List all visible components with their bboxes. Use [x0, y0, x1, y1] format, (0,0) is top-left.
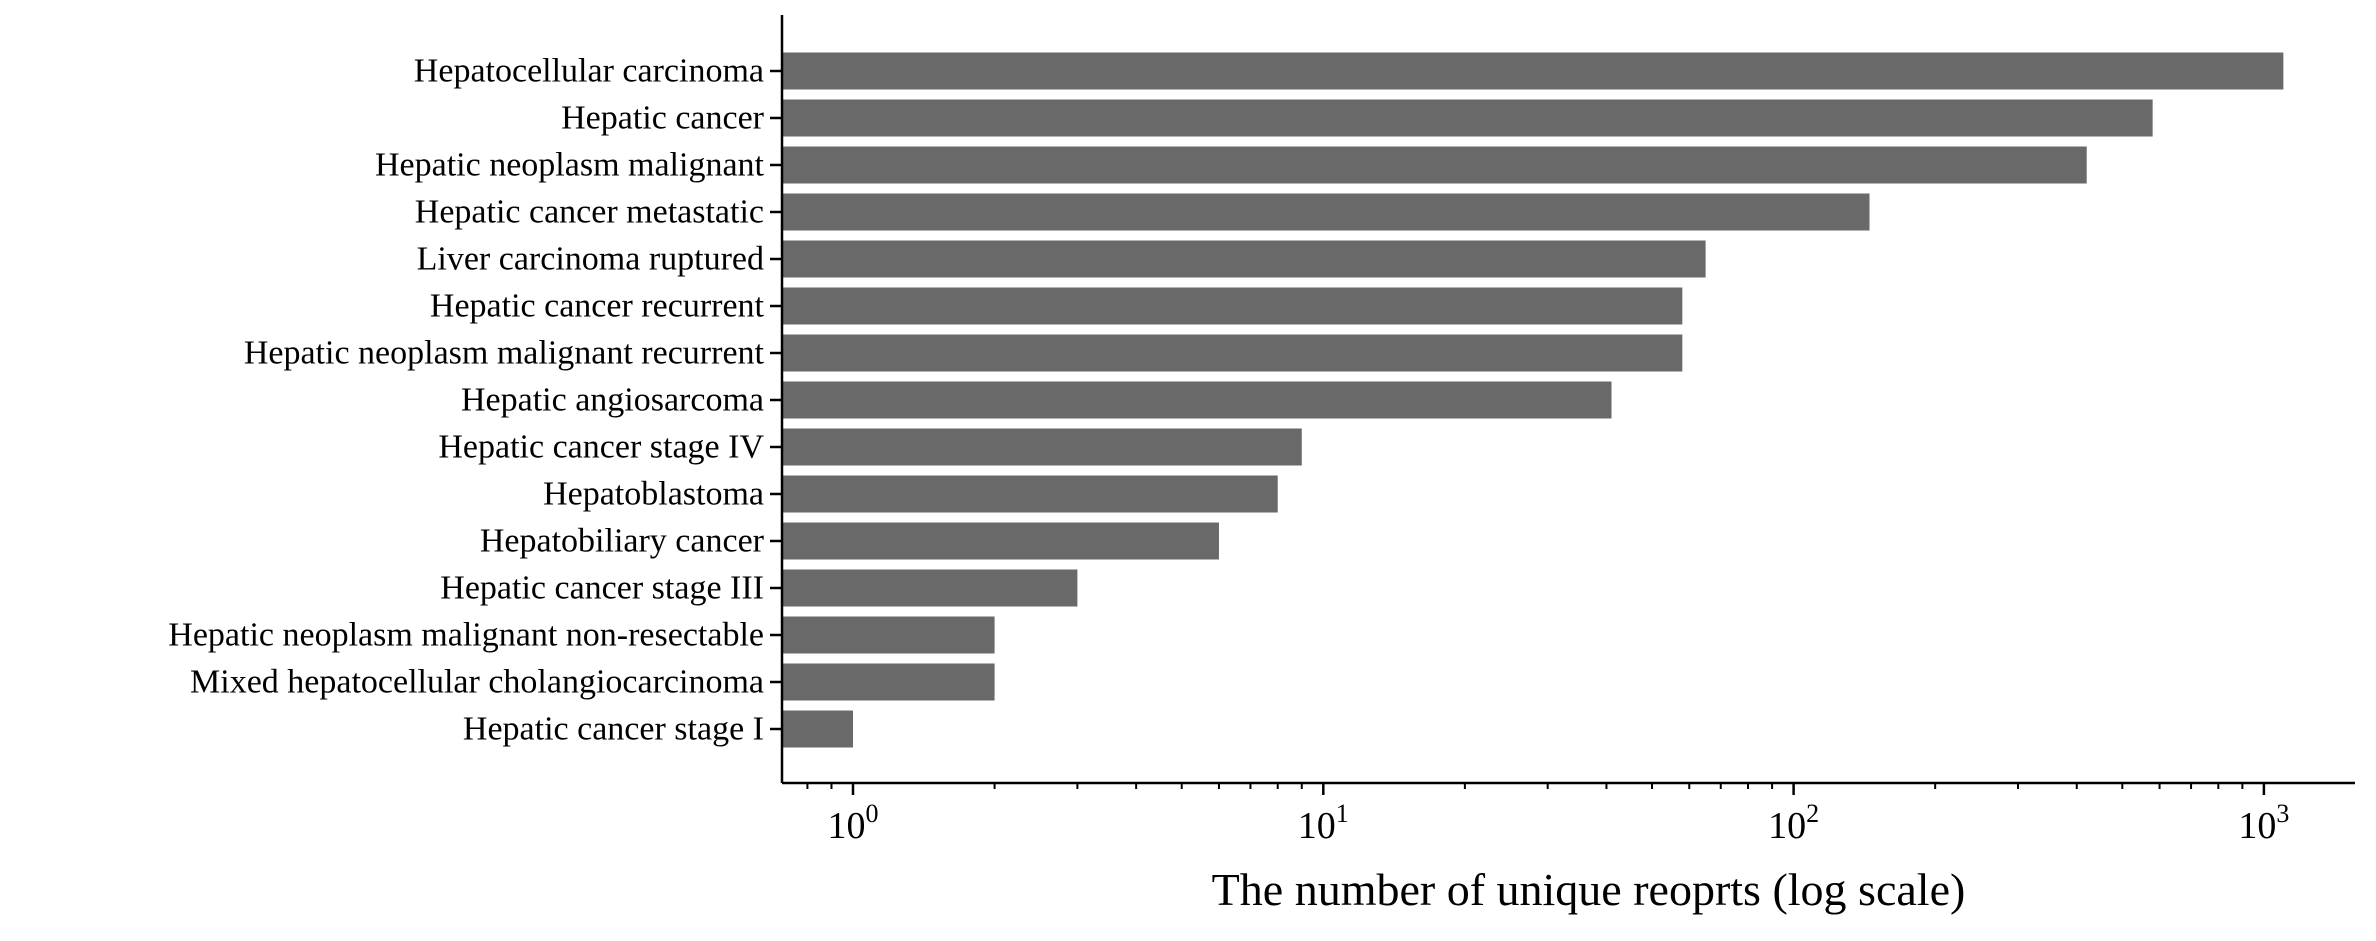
category-label: Mixed hepatocellular cholangiocarcinoma	[190, 664, 764, 701]
x-axis-ticks: 100 101 102 103	[806, 783, 2289, 847]
bar	[783, 475, 1278, 513]
category-label: Liver carcinoma ruptured	[417, 241, 764, 278]
category-labels: Hepatocellular carcinoma Hepatic cancer He…	[168, 53, 782, 748]
category-label: Hepatocellular carcinoma	[414, 53, 764, 90]
bar	[783, 193, 1870, 231]
category-label: Hepatic cancer stage I	[463, 711, 764, 748]
category-label: Hepatic cancer metastatic	[415, 194, 764, 231]
bar	[783, 428, 1302, 466]
category-label: Hepatic cancer	[561, 100, 765, 137]
bar	[783, 616, 995, 654]
bar	[783, 52, 2284, 90]
bar	[783, 334, 1683, 372]
category-label: Hepatoblastoma	[543, 476, 764, 513]
bar	[783, 710, 853, 748]
bar	[783, 99, 2153, 137]
bar	[783, 146, 2087, 184]
category-label: Hepatobiliary cancer	[480, 523, 765, 560]
category-label: Hepatic neoplasm malignant	[375, 147, 765, 184]
x-tick-label: 100	[828, 799, 879, 847]
category-label: Hepatic neoplasm malignant non-resectabl…	[168, 617, 764, 654]
bar	[783, 522, 1219, 560]
x-axis-title: The number of unique reoprts (log scale)	[1212, 864, 1966, 915]
category-label: Hepatic neoplasm malignant recurrent	[244, 335, 765, 372]
bars	[783, 52, 2284, 748]
category-label: Hepatic cancer stage III	[440, 570, 764, 607]
category-label: Hepatic angiosarcoma	[461, 382, 764, 419]
bar	[783, 240, 1706, 278]
x-tick-label: 103	[2238, 799, 2289, 847]
bar	[783, 663, 995, 701]
bar	[783, 381, 1612, 419]
x-tick-label: 102	[1768, 799, 1819, 847]
x-tick-label: 101	[1298, 799, 1349, 847]
category-label: Hepatic cancer stage IV	[438, 429, 764, 466]
bar	[783, 287, 1683, 325]
category-label: Hepatic cancer recurrent	[430, 288, 765, 325]
bar	[783, 569, 1078, 607]
